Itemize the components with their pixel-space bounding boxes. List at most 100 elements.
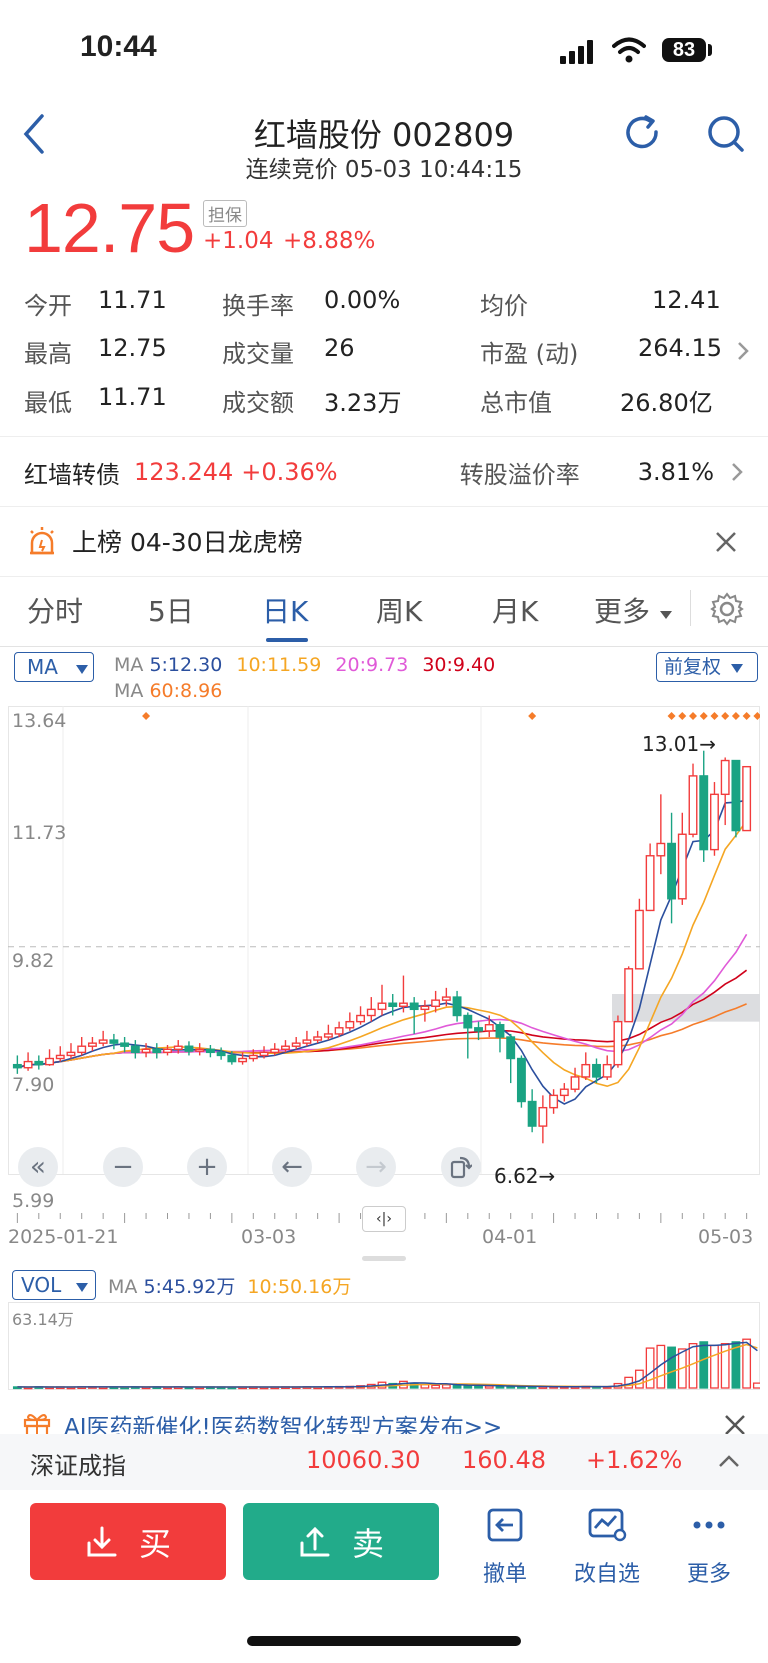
pan-left-button[interactable]: ← [272, 1147, 312, 1187]
pan-right-button[interactable]: → [356, 1147, 396, 1187]
volume-bar [12, 1386, 22, 1390]
candle-body [195, 1048, 205, 1052]
candle-body [656, 842, 666, 857]
candle-body [98, 1039, 108, 1044]
vol-selector[interactable]: VOL [12, 1270, 96, 1300]
search-icon[interactable] [706, 114, 746, 158]
candle-body [377, 1002, 387, 1011]
tab-more[interactable]: 更多 [594, 595, 651, 628]
candle-body [538, 1106, 548, 1127]
candle-body [66, 1051, 76, 1057]
zoom-in-button[interactable]: + [187, 1147, 227, 1187]
tab-5day[interactable]: 5日 [148, 595, 194, 628]
promo-close-icon[interactable] [724, 1414, 746, 1440]
index-bar[interactable]: 深证成指 10060.30 160.48 +1.62% [0, 1434, 768, 1490]
more-actions-button[interactable]: 更多 [664, 1508, 754, 1588]
index-name: 深证成指 [30, 1452, 126, 1480]
convertible-bond-row[interactable]: 红墙转债 123.244 +0.36% 转股溢价率 3.81% [24, 452, 744, 492]
dragon-tiger-notice[interactable]: 上榜 04-30日龙虎榜 [26, 520, 746, 562]
index-change: 160.48 [462, 1446, 546, 1474]
candle-body [441, 996, 451, 1001]
drag-handle[interactable]: ‹|› [362, 1206, 406, 1232]
back-icon[interactable] [18, 112, 48, 160]
volume-bar [409, 1382, 419, 1389]
vol-selector-label: VOL [21, 1273, 62, 1297]
vol-max-label: 63.14万 [12, 1310, 74, 1329]
candle-body [592, 1063, 601, 1078]
buy-button[interactable]: 买 [30, 1503, 226, 1580]
price-change: +1.04 [203, 228, 274, 254]
refresh-icon[interactable] [624, 114, 662, 158]
low-value: 11.71 [98, 383, 167, 411]
volume-chart[interactable] [8, 1302, 762, 1390]
volume-bar [752, 1382, 762, 1389]
signal-icon [560, 40, 600, 64]
tab-monthly-k[interactable]: 月K [492, 595, 539, 628]
candle-body [34, 1060, 44, 1066]
tab-weekly-k[interactable]: 周K [376, 595, 423, 628]
turnover-rate-value: 0.00% [324, 286, 401, 314]
y-label-top: 13.64 [12, 710, 67, 732]
volume-bar [656, 1344, 666, 1389]
candle-body [420, 1005, 430, 1011]
candle-body [366, 1008, 376, 1017]
ma-selector[interactable]: MA [14, 652, 94, 682]
sell-button[interactable]: 卖 [243, 1503, 439, 1580]
open-label: 今开 [24, 292, 72, 320]
candle-body [109, 1039, 119, 1044]
candle-body [388, 1002, 398, 1007]
x-label-mar: 03-03 [241, 1226, 297, 1248]
chart-settings-gear-icon[interactable] [710, 592, 744, 630]
more-dots-icon [693, 1521, 725, 1529]
candle-body [248, 1054, 258, 1060]
chart-frame [8, 706, 760, 1175]
candle-body [238, 1057, 248, 1063]
index-pct: +1.62% [586, 1446, 683, 1474]
premium-value: 3.81% [637, 458, 714, 486]
rotate-icon[interactable] [441, 1147, 481, 1187]
candle-body [184, 1045, 194, 1052]
volume-value: 26 [324, 334, 355, 362]
volume-bar [667, 1346, 676, 1389]
candle-body [356, 1014, 366, 1023]
vol-ma5-line [17, 1341, 758, 1388]
candle-body [77, 1045, 87, 1054]
buy-icon [87, 1526, 117, 1556]
ma10-value: 10:11.59 [236, 654, 322, 676]
pe-chevron-icon[interactable] [736, 340, 750, 366]
event-marker [710, 712, 719, 720]
candle-body [216, 1051, 226, 1057]
adjust-selector[interactable]: 前复权 [656, 652, 758, 682]
candle-body [549, 1094, 559, 1109]
rewind-button[interactable]: « [18, 1147, 58, 1187]
active-tab-indicator [266, 638, 308, 642]
current-price: 12.75 [24, 189, 195, 267]
candle-body [474, 1027, 483, 1032]
candle-body [645, 855, 655, 912]
home-indicator[interactable] [247, 1636, 521, 1646]
edit-watchlist-button[interactable]: 改自选 [562, 1508, 652, 1588]
candle-body [313, 1036, 323, 1041]
notice-close-icon[interactable] [714, 530, 738, 558]
cancel-order-button[interactable]: 撤单 [460, 1508, 550, 1588]
candle-body [731, 759, 741, 832]
kline-chart[interactable] [8, 706, 762, 1214]
candle-body [452, 996, 462, 1017]
tab-daily-k[interactable]: 日K [262, 595, 309, 628]
more-actions-label: 更多 [686, 1562, 731, 1587]
trading-status: 连续竞价 05-03 10:44:15 [245, 157, 523, 183]
candle-body [463, 1014, 473, 1029]
panel-resize-handle[interactable] [362, 1256, 406, 1261]
candle-body [570, 1076, 580, 1090]
zoom-out-button[interactable]: − [103, 1147, 143, 1187]
volume-bar [431, 1384, 441, 1389]
volume-bar [742, 1338, 752, 1389]
volume-bar [720, 1343, 730, 1389]
expand-up-icon[interactable] [718, 1454, 740, 1468]
candle-body [345, 1020, 355, 1029]
stock-title: 红墙股份 002809 [253, 116, 515, 154]
candle-body [227, 1054, 237, 1063]
ma-selector-label: MA [27, 655, 58, 679]
bond-price: 123.244 [134, 458, 234, 486]
tab-intraday[interactable]: 分时 [27, 595, 84, 628]
